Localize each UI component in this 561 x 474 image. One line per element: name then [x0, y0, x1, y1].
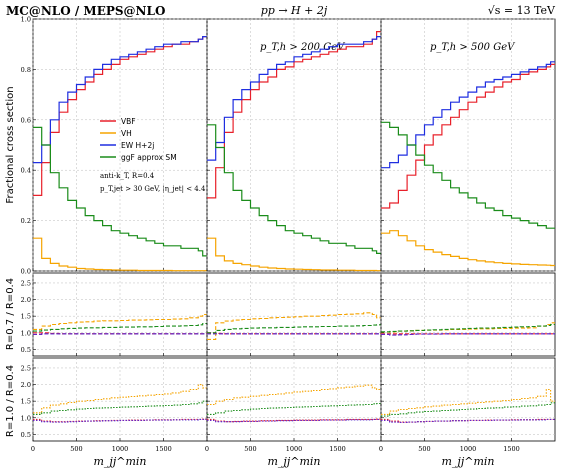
xlabel-panel-0: m_jj^min: [93, 455, 146, 468]
x-tick-label: 1000: [112, 445, 129, 453]
panel-1-ratio1: [206, 272, 382, 357]
header-center: pp → H + 2j: [261, 4, 328, 17]
panel-2-main: [380, 18, 556, 272]
header-right: √s = 13 TeV: [488, 4, 556, 17]
series-ggf-approx-sm-line: [381, 121, 555, 229]
legend: VBF VH EW H+2j ggF approx SM anti-k_T, R…: [100, 117, 206, 193]
series-overlap-line: [381, 333, 555, 336]
series-vh-line: [33, 384, 207, 414]
panel-0-main: 0.0 0.2 0.4 0.6 0.8 1.0: [21, 16, 208, 276]
legend-label-vbf: VBF: [121, 117, 136, 126]
x-tick-label: 1000: [460, 445, 477, 453]
y-tick-label: 0.2: [21, 217, 31, 225]
y-tick-label: 0.5: [21, 346, 31, 354]
x-tick-label: 1500: [329, 445, 346, 453]
series-ggf-approx-sm-line: [381, 323, 555, 333]
y-tick-label: 2.0: [21, 296, 31, 304]
series-overlap-line: [33, 418, 207, 423]
legend-label-vh: VH: [121, 129, 132, 138]
y-tick-label: 1.0: [21, 16, 31, 24]
series-ggf-approx-sm-line: [207, 402, 381, 415]
y-tick-label: 1.0: [21, 414, 31, 422]
x-tick-label: 1500: [155, 445, 172, 453]
series-vh-line: [381, 230, 555, 267]
x-tick-label: 1000: [286, 445, 303, 453]
series-ggf-approx-sm-line: [33, 126, 207, 257]
panel-label-2: p_T,h > 500 GeV: [430, 42, 516, 53]
ylabel-ratio1: R=0.7 / R=0.4: [5, 278, 16, 350]
xlabel-panel-2: m_jj^min: [441, 455, 494, 468]
x-tick-label: 0: [379, 445, 383, 453]
y-tick-label: 2.0: [21, 381, 31, 389]
series-vh-line: [207, 237, 381, 272]
series-ggf-approx-sm-line: [207, 124, 381, 254]
legend-cuts-2: p_T,jet > 30 GeV, |η_jet| < 4.4: [100, 185, 206, 193]
legend-cuts-1: anti-k_T, R=0.4: [100, 172, 155, 180]
panel-0-ratio2: 0.5 1.0 1.5 2.0 2.5: [21, 357, 208, 442]
x-tick-label: 0: [205, 445, 209, 453]
series-vh-line: [381, 388, 555, 415]
series-overlap-line: [381, 418, 555, 423]
series-ew-h-2j-line: [33, 36, 207, 164]
series-ggf-approx-sm-line: [207, 324, 381, 334]
panel-1-ratio2: [206, 357, 382, 442]
y-tick-label: 0.6: [21, 116, 31, 124]
y-tick-label: 1.5: [21, 313, 31, 321]
ylabel-ratio2: R=1.0 / R=0.4: [5, 365, 16, 437]
panel-2-ratio2: [380, 357, 556, 442]
series-vh-line: [207, 312, 381, 340]
y-tick-label: 0.8: [21, 66, 31, 74]
series-ew-h-2j-line: [207, 36, 381, 161]
y-tick-label: 0.4: [21, 167, 31, 175]
y-tick-label: 0.0: [21, 268, 31, 276]
x-tick-label: 500: [244, 445, 256, 453]
panel-0-ratio1: 0.5 1.0 1.5 2.0 2.5: [21, 272, 208, 357]
x-tick-label: 500: [418, 445, 430, 453]
ylabel-main: Fractional cross section: [5, 86, 16, 203]
series-vh-line: [33, 313, 207, 330]
x-tick-label: 500: [70, 445, 82, 453]
header-left: MC@NLO / MEPS@NLO: [6, 4, 165, 18]
y-tick-label: 2.5: [21, 364, 31, 372]
legend-label-ew: EW H+2j: [121, 141, 154, 150]
legend-label-ggf: ggF approx SM: [121, 153, 177, 162]
series-vbf-line: [381, 63, 555, 209]
panel-label-1: p_T,h > 200 GeV: [260, 42, 346, 53]
x-tick-label: 0: [31, 445, 35, 453]
series-vh-line: [207, 384, 381, 406]
y-tick-label: 0.5: [21, 431, 31, 439]
x-tick-label: 1500: [503, 445, 520, 453]
y-tick-label: 1.0: [21, 329, 31, 337]
y-tick-label: 1.5: [21, 398, 31, 406]
series-ggf-approx-sm-line: [381, 402, 555, 417]
panel-1-main: [206, 18, 382, 272]
series-overlap-line: [33, 333, 207, 335]
series-vh-line: [33, 237, 207, 272]
plot-area: 0.0 0.2 0.4 0.6 0.8 1.0 0.5 1.0 1.5 2.0 2.5 0.5 1.0 1…: [21, 16, 556, 453]
xlabel-panel-1: m_jj^min: [267, 455, 320, 468]
series-vbf-line: [207, 332, 381, 335]
panel-2-ratio1: [380, 272, 556, 357]
series-ggf-approx-sm-line: [33, 400, 207, 415]
series-ggf-approx-sm-line: [33, 322, 207, 332]
y-tick-label: 2.5: [21, 279, 31, 287]
